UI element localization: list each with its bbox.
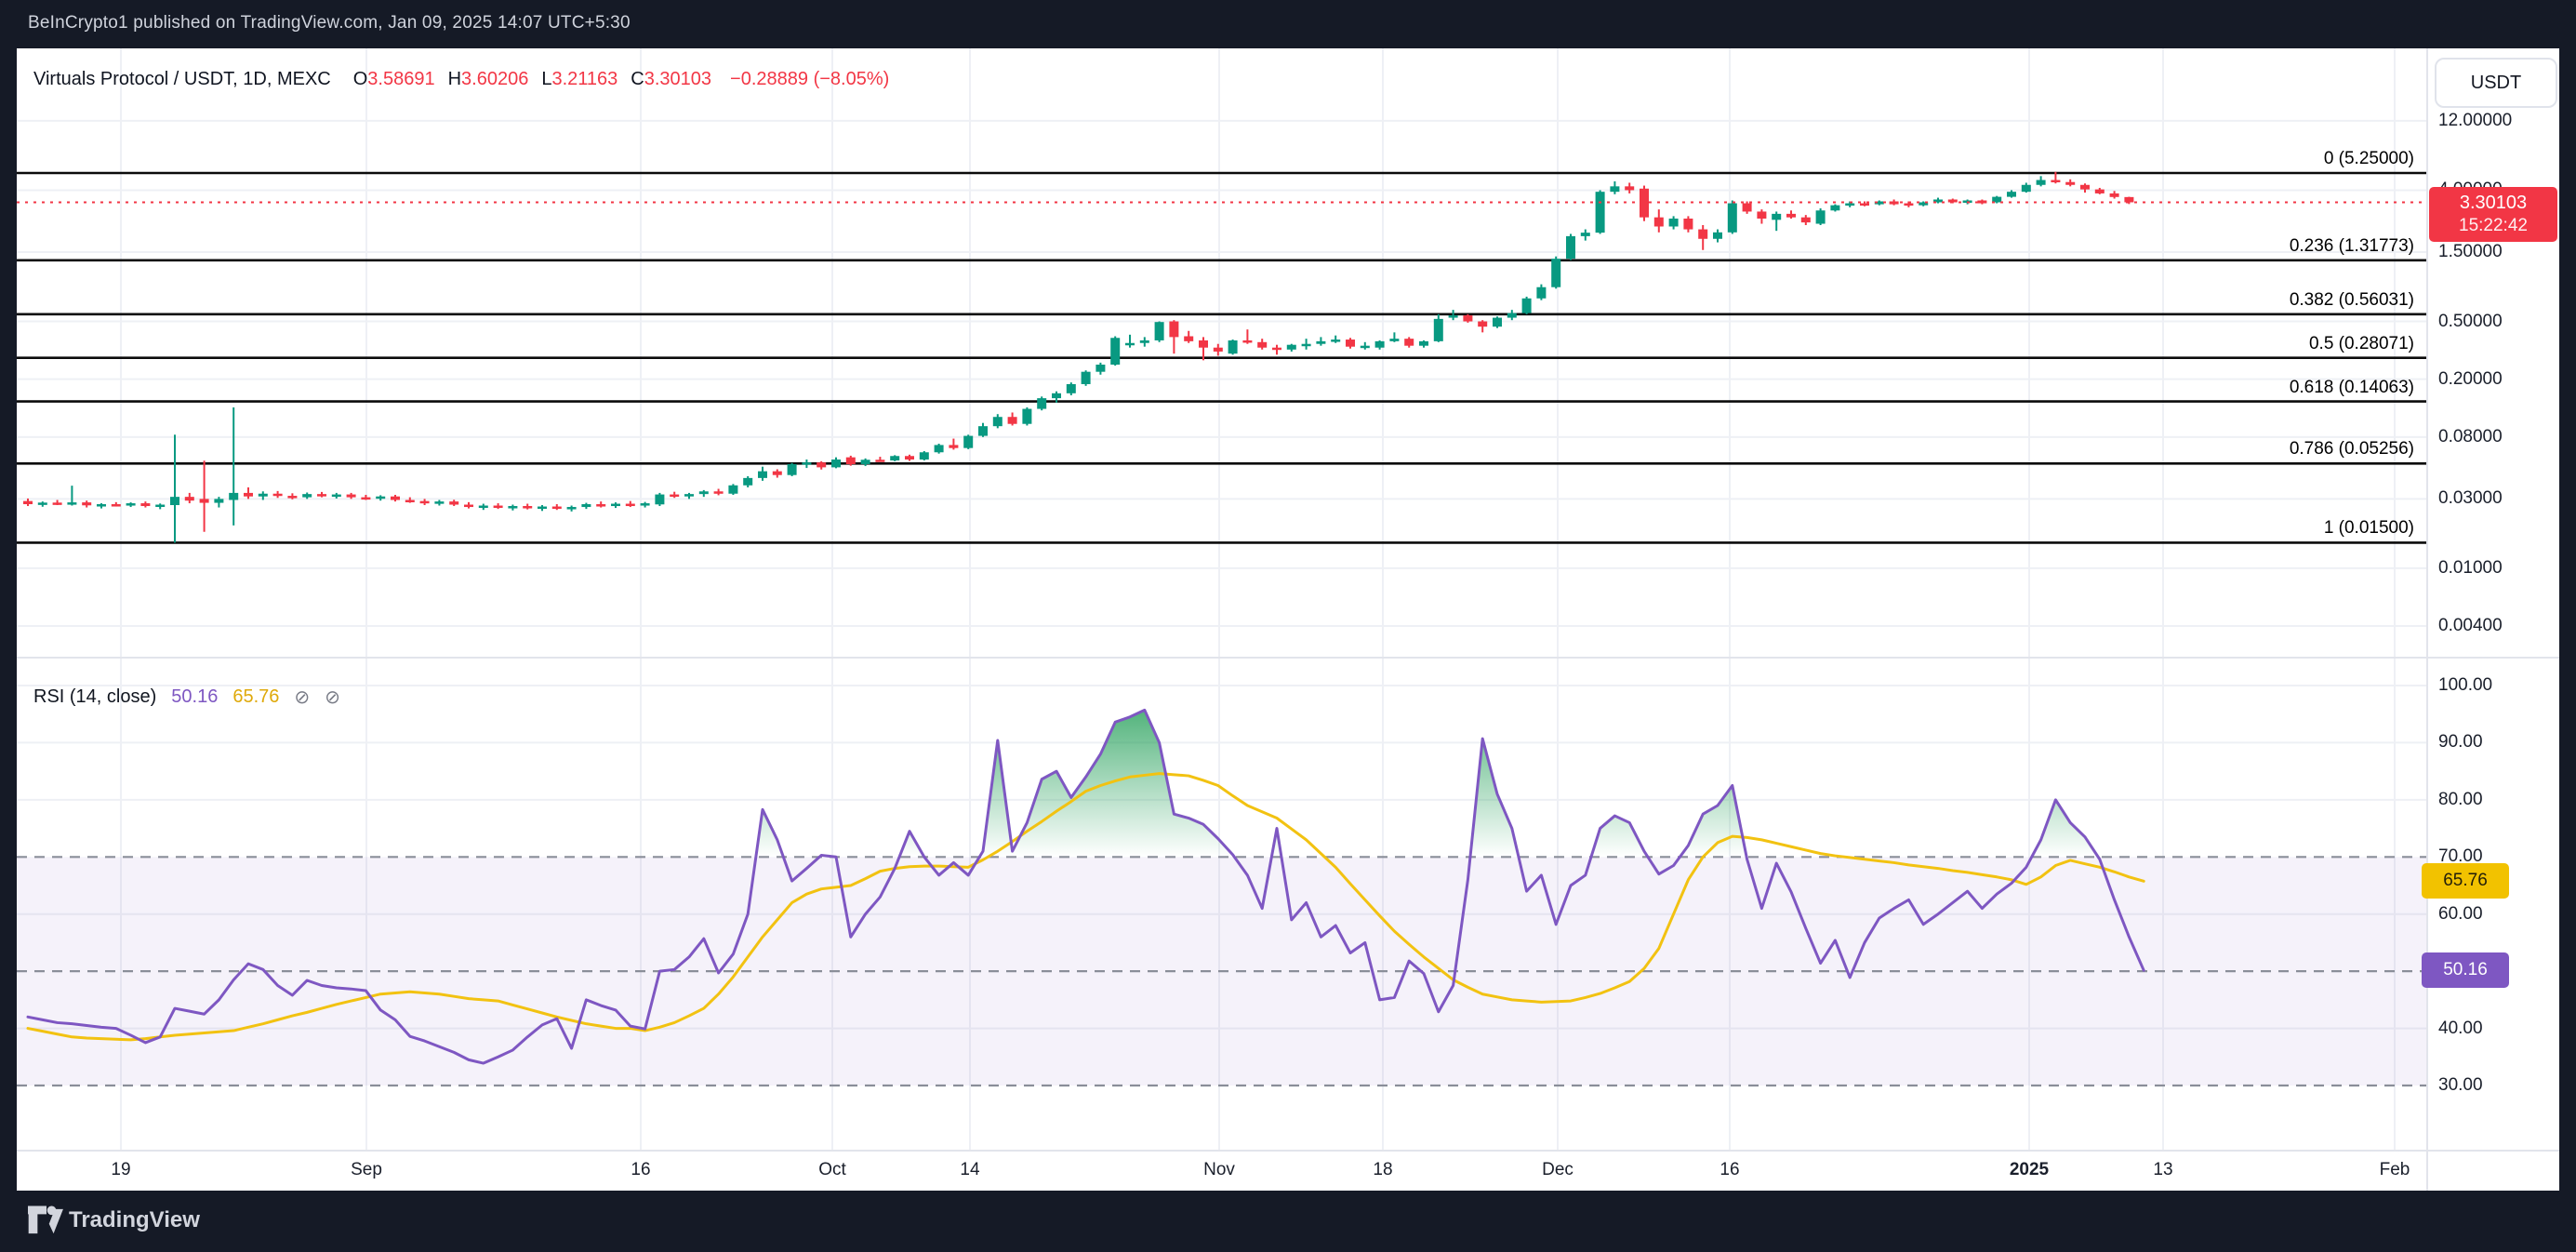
price-axis-label: 0.03000 [2438,488,2503,509]
time-tick-label: Sep [351,1160,382,1179]
rsi-axis-label: 80.00 [2438,789,2483,809]
rsi-legend-row: RSI (14, close) 50.16 65.76 ⊘ ⊘ [33,686,340,709]
symbol-name[interactable]: Virtuals Protocol / USDT, 1D, MEXC [33,69,331,89]
time-tick-label: 18 [1373,1160,1393,1179]
fib-level-label: 0.5 (0.28071) [2308,333,2414,353]
rsi-axis-label: 70.00 [2438,846,2483,867]
last-price-value: 3.30103 [2459,193,2528,214]
rsi-ma-badge: 65.76 [2422,863,2509,899]
fib-level-label: 0.618 (0.14063) [2289,377,2414,397]
fib-level-label: 1 (0.01500) [2323,518,2414,539]
price-axis-label: 0.01000 [2438,557,2503,578]
time-tick-label: 13 [2153,1160,2173,1179]
footer-bar: TradingView [0,1191,2576,1252]
rsi-axis-label: 90.00 [2438,732,2483,753]
ohlc-open: O3.58691 [352,69,435,89]
time-tick-label: Oct [818,1160,846,1179]
disabled-source-icon[interactable]: ⊘ [294,687,311,708]
fib-level-label: 0.786 (0.05256) [2289,439,2414,460]
disabled-source-icon[interactable]: ⊘ [325,687,340,708]
tradingview-logo-icon[interactable] [28,1205,65,1237]
ohlc-close: C3.30103 [631,69,712,89]
rsi-value-badge: 50.16 [2422,952,2509,989]
time-tick-label: Feb [2379,1160,2410,1179]
price-axis-label: 0.20000 [2438,368,2503,389]
symbol-title-row: Virtuals Protocol / USDT, 1D, MEXC O3.58… [33,69,889,90]
last-price-badge: 3.30103 15:22:42 [2429,187,2557,242]
publish-header: BeInCrypto1 published on TradingView.com… [0,0,2576,48]
footer-brand[interactable]: TradingView [69,1207,200,1232]
time-tick-label: 16 [1720,1160,1740,1179]
currency-toggle-button[interactable]: USDT [2435,58,2557,108]
fib-level-label: 0.236 (1.31773) [2289,235,2414,256]
rsi-indicator-name[interactable]: RSI (14, close) [33,686,157,707]
fib-level-label: 0 (5.25000) [2323,149,2414,168]
price-axis-label: 1.50000 [2438,241,2503,261]
change-value: −0.28889 (−8.05%) [730,69,890,89]
price-axis-label: 0.50000 [2438,311,2503,331]
bar-countdown: 15:22:42 [2459,216,2528,236]
ohlc-high: H3.60206 [447,69,529,89]
rsi-current-value: 50.16 [171,686,219,707]
time-tick-label: 19 [111,1160,131,1179]
time-tick-label: 2025 [2009,1160,2050,1179]
time-tick-label: Dec [1542,1160,1573,1179]
price-axis-label: 0.00400 [2438,616,2503,636]
fib-level-label: 0.382 (0.56031) [2289,289,2414,310]
ohlc-low: L3.21163 [541,69,618,89]
chart-surface [17,48,2559,1191]
time-tick-label: 16 [631,1160,651,1179]
price-axis-label: 0.08000 [2438,426,2503,446]
time-tick-label: Nov [1203,1160,1235,1179]
rsi-axis-label: 40.00 [2438,1018,2483,1038]
rsi-axis-label: 60.00 [2438,903,2483,924]
price-axis-label: 12.00000 [2438,110,2513,130]
rsi-axis-label: 100.00 [2438,675,2493,695]
rsi-axis-label: 30.00 [2438,1075,2483,1095]
publish-header-text: BeInCrypto1 published on TradingView.com… [28,13,631,33]
rsi-ma-current-value: 65.76 [232,686,280,707]
time-tick-label: 14 [960,1160,980,1179]
